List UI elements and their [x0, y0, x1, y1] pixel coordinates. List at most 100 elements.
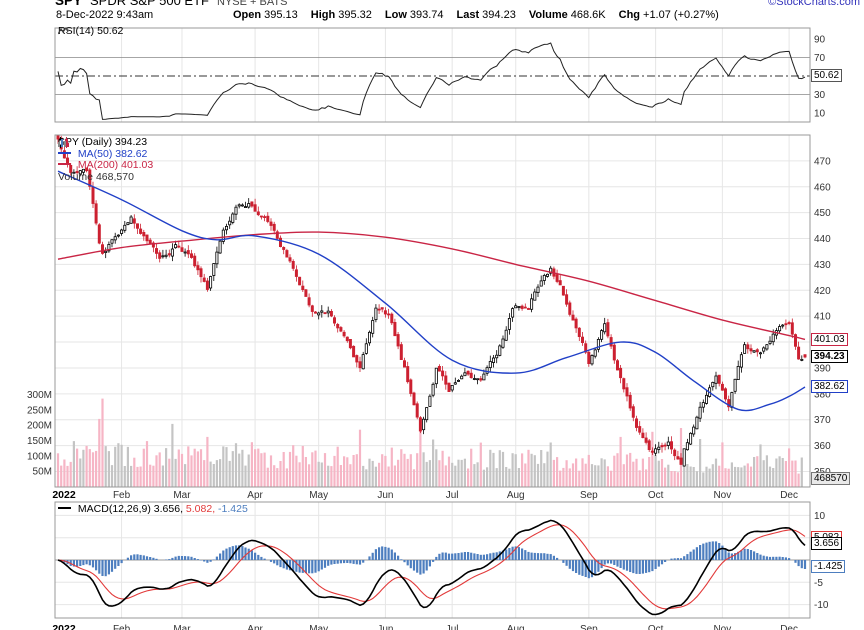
- ma200-line: [57, 231, 806, 341]
- legend-ma200-row: MA(200) 401.03: [58, 159, 154, 172]
- svg-text:May: May: [309, 624, 328, 630]
- svg-text:Sep: Sep: [580, 490, 598, 501]
- exchange: NYSE + BATS: [217, 0, 288, 8]
- svg-text:Apr: Apr: [247, 490, 263, 501]
- svg-text:Aug: Aug: [507, 624, 525, 630]
- ma50-line: [57, 170, 806, 412]
- svg-text:Dec: Dec: [780, 490, 798, 501]
- volume-icon: [58, 139, 69, 147]
- svg-text:100M: 100M: [27, 451, 52, 462]
- svg-text:Feb: Feb: [113, 624, 131, 630]
- ma50-label: MA(50): [77, 147, 113, 160]
- quote-last: Last 394.23: [456, 9, 516, 21]
- svg-text:430: 430: [814, 260, 831, 271]
- quote-row: Open 395.13 High 395.32 Low 393.74 Last 394.…: [233, 9, 719, 21]
- symbol-name: SPDR S&P 500 ETF: [90, 0, 209, 8]
- macd-panel-plot: [54, 501, 811, 619]
- legend-last: 394.23: [115, 136, 148, 148]
- volume-value: 468,570: [95, 170, 134, 183]
- legend-volume-row: Volume 468,570: [58, 139, 153, 184]
- volume-label: Volume: [58, 170, 94, 183]
- svg-text:2022: 2022: [52, 489, 76, 501]
- quote-chg: Chg +1.07 (+0.27%): [618, 9, 719, 21]
- title-row: SPY SPDR S&P 500 ETF NYSE + BATS ©StockC…: [55, 0, 860, 8]
- svg-text:410: 410: [814, 312, 831, 323]
- datetime: 8-Dec-2022 9:43am: [56, 9, 154, 21]
- ma50-value: 382.62: [115, 147, 148, 160]
- svg-text:Mar: Mar: [173, 490, 191, 501]
- svg-text:Aug: Aug: [507, 490, 525, 501]
- volume-bars: [56, 398, 803, 487]
- svg-text:450: 450: [814, 208, 831, 219]
- svg-text:380: 380: [814, 389, 831, 400]
- rsi-panel-plot: [54, 27, 811, 123]
- svg-text:Jul: Jul: [446, 490, 459, 501]
- svg-text:Jul: Jul: [446, 624, 459, 630]
- macd-hist-badge: -1.425: [811, 560, 846, 573]
- svg-text:Nov: Nov: [713, 624, 731, 630]
- symbol: SPY: [55, 0, 83, 8]
- svg-text:460: 460: [814, 182, 831, 193]
- rsi-label: RSI(14): [58, 25, 95, 37]
- svg-text:300M: 300M: [27, 390, 52, 401]
- candlesticks: [56, 135, 807, 467]
- ma200-badge: 401.03: [811, 333, 848, 346]
- macd-signal-value: 5.082,: [185, 503, 216, 515]
- svg-text:50M: 50M: [33, 467, 52, 478]
- legend-ma50-row: MA(50) 382.62: [58, 147, 153, 161]
- macd-line: [57, 519, 806, 616]
- ma50-badge: 382.62: [811, 380, 848, 393]
- rsi-value: 50.62: [97, 25, 124, 37]
- macd-hist-value: -1.425: [218, 503, 248, 515]
- svg-text:10: 10: [814, 511, 826, 522]
- svg-text:250M: 250M: [27, 405, 52, 416]
- svg-text:Dec: Dec: [780, 624, 798, 630]
- last-price-badge: 394.23: [811, 350, 848, 363]
- volume-badge: 468570: [811, 472, 851, 485]
- svg-text:Jun: Jun: [377, 490, 393, 501]
- quote-high: High 395.32: [310, 9, 372, 21]
- macd-line-icon: [58, 507, 71, 510]
- svg-text:470: 470: [814, 156, 831, 167]
- svg-text:Mar: Mar: [173, 624, 191, 630]
- svg-text:90: 90: [814, 35, 826, 46]
- rsi-value-badge: 50.62: [811, 69, 843, 82]
- svg-text:30: 30: [814, 90, 826, 101]
- macd-value-badge: 3.656: [811, 537, 843, 550]
- price-legend: SPY (Daily) 394.23 MA(50) 382.62 MA(200)…: [58, 136, 154, 184]
- macd-signal-line: [57, 524, 806, 610]
- quote-low: Low 393.74: [384, 9, 444, 21]
- ma200-value: 401.03: [121, 159, 154, 171]
- macd-label: MACD(12,26,9): [77, 503, 151, 515]
- svg-text:Oct: Oct: [648, 490, 664, 501]
- copyright: ©StockCharts.com: [768, 0, 860, 8]
- macd-legend: MACD(12,26,9) 3.656, 5.082, -1.425: [58, 503, 248, 516]
- axis-labels: 9070301047046045044043042041040039038037…: [27, 35, 831, 630]
- svg-text:2022: 2022: [52, 623, 76, 630]
- legend-symbol: SPY (Daily): [58, 136, 113, 148]
- ma50-line-icon: [58, 151, 71, 154]
- svg-text:-5: -5: [814, 578, 823, 589]
- svg-text:370: 370: [814, 415, 831, 426]
- svg-text:440: 440: [814, 234, 831, 245]
- svg-text:360: 360: [814, 441, 831, 452]
- quote-open: Open 395.13: [233, 9, 298, 21]
- svg-text:Sep: Sep: [580, 624, 598, 630]
- macd-value: 3.656,: [153, 503, 183, 515]
- svg-text:May: May: [309, 490, 328, 501]
- quote-volume: Volume 468.6K: [528, 9, 606, 21]
- svg-text:Jun: Jun: [377, 624, 393, 630]
- svg-text:200M: 200M: [27, 421, 52, 432]
- svg-text:420: 420: [814, 286, 831, 297]
- ma200-label: MA(200): [77, 159, 119, 171]
- svg-text:150M: 150M: [27, 436, 52, 447]
- svg-text:Feb: Feb: [113, 490, 131, 501]
- indicator-icon: [58, 26, 69, 35]
- svg-text:Apr: Apr: [247, 624, 263, 630]
- ma200-line-icon: [58, 163, 71, 166]
- svg-text:-10: -10: [814, 600, 829, 611]
- svg-text:Nov: Nov: [713, 490, 731, 501]
- macd-histogram: [60, 541, 807, 579]
